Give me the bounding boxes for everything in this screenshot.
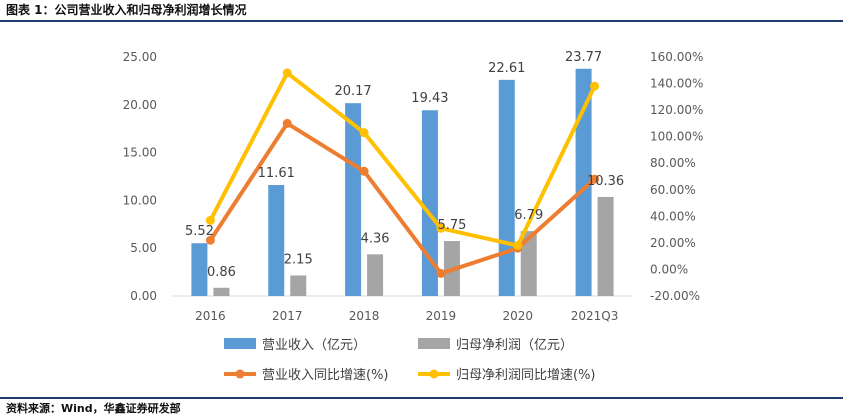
revenue-data-label: 22.61 [488, 61, 525, 76]
revenue-bar [345, 103, 362, 296]
title-rule [0, 20, 843, 22]
net-profit-bar [367, 254, 384, 296]
net-profit-growth-point [205, 215, 215, 225]
y-right-tick-label: 40.00% [650, 209, 696, 223]
revenue-growth-point [436, 268, 446, 278]
revenue-data-label: 19.43 [411, 91, 448, 106]
net-profit-growth-point [359, 128, 369, 138]
y-right-tick-label: 0.00% [650, 262, 688, 276]
revenue-growth-line [208, 121, 597, 276]
x-tick-label: 2017 [272, 309, 303, 323]
revenue-growth-point [282, 118, 292, 128]
source-rule [0, 397, 843, 399]
x-tick-label: 2021Q3 [571, 309, 619, 323]
revenue-data-label: 20.17 [334, 84, 371, 99]
legend-label: 归母净利润（亿元） [456, 338, 573, 353]
net-profit-data-label: 0.86 [207, 265, 236, 280]
revenue-bar [191, 243, 208, 296]
net-profit-growth-point [436, 223, 446, 233]
y-right-tick-label: 140.00% [650, 77, 703, 91]
revenue-growth-point [359, 166, 369, 176]
y-right-tick-label: 100.00% [650, 130, 703, 144]
y-right-tick-label: 20.00% [650, 236, 696, 250]
legend: 营业收入（亿元） 归母净利润（亿元） 营业收入同比增速(%) 归母净利润同比增速(%) [224, 338, 596, 383]
revenue-data-label: 23.77 [565, 50, 602, 65]
y-left-tick-label: 25.00 [123, 50, 157, 64]
legend-swatch [224, 338, 256, 349]
legend-swatch [418, 338, 450, 349]
figure-title: 图表 1：公司营业收入和归母净利润增长情况 [6, 3, 247, 17]
y-right-tick-label: 80.00% [650, 156, 696, 170]
net-profit-data-label: 4.36 [361, 231, 390, 246]
net-profit-bar [213, 287, 230, 296]
net-profit-bar [290, 275, 307, 296]
x-tick-label: 2016 [195, 309, 226, 323]
net-profit-growth-point [513, 241, 523, 251]
source-note: 资料来源：Wind，华鑫证券研发部 [6, 402, 181, 415]
line-layer [205, 68, 600, 278]
revenue-bar [498, 79, 515, 297]
revenue-bar [575, 68, 592, 297]
legend-label: 归母净利润同比增速(%) [456, 368, 596, 383]
net-profit-growth-line [208, 70, 597, 248]
revenue-data-label: 5.52 [185, 224, 214, 239]
y-right-tick-label: 60.00% [650, 183, 696, 197]
data-label-layer: 5.52 11.61 20.17 19.43 22.61 23.77 0.86 2.15 4.3… [185, 50, 624, 280]
x-tick-label: 2018 [349, 309, 380, 323]
net-profit-bar [597, 196, 614, 296]
axis-layer: 0.00 5.00 10.00 15.00 20.00 25.00 -20.00% 0.00%… [123, 50, 704, 323]
net-profit-data-label: 6.79 [514, 208, 543, 223]
legend-revenue-growth: 营业收入同比增速(%) [224, 368, 389, 383]
legend-revenue: 营业收入（亿元） [224, 338, 366, 353]
y-left-tick-label: 10.00 [123, 193, 157, 207]
net-profit-data-label: 5.75 [437, 218, 466, 233]
revenue-bar [268, 185, 285, 296]
y-right-tick-label: -20.00% [650, 289, 700, 303]
legend-marker [429, 369, 439, 379]
y-right-tick-label: 160.00% [650, 50, 703, 64]
net-profit-growth-point [282, 68, 292, 78]
x-tick-label: 2020 [502, 309, 533, 323]
y-right-tick-label: 120.00% [650, 103, 703, 117]
y-left-tick-label: 20.00 [123, 98, 157, 112]
revenue-growth-point [205, 235, 215, 245]
net-profit-bar [520, 231, 537, 296]
x-tick-label: 2019 [426, 309, 457, 323]
legend-net-profit-growth: 归母净利润同比增速(%) [418, 368, 596, 383]
legend-label: 营业收入同比增速(%) [262, 368, 389, 383]
legend-label: 营业收入（亿元） [262, 338, 366, 353]
legend-net-profit: 归母净利润（亿元） [418, 338, 573, 353]
combo-chart: 0.00 5.00 10.00 15.00 20.00 25.00 -20.00% 0.00%… [123, 50, 704, 383]
net-profit-data-label: 10.36 [587, 174, 624, 189]
y-left-tick-label: 0.00 [130, 289, 157, 303]
y-left-tick-label: 15.00 [123, 146, 157, 160]
y-left-tick-label: 5.00 [130, 241, 157, 255]
revenue-growth-point [590, 174, 600, 184]
revenue-data-label: 11.61 [258, 166, 295, 181]
legend-marker [235, 369, 245, 379]
net-profit-growth-point [590, 81, 600, 91]
revenue-bar [421, 110, 438, 296]
net-profit-data-label: 2.15 [284, 252, 313, 267]
